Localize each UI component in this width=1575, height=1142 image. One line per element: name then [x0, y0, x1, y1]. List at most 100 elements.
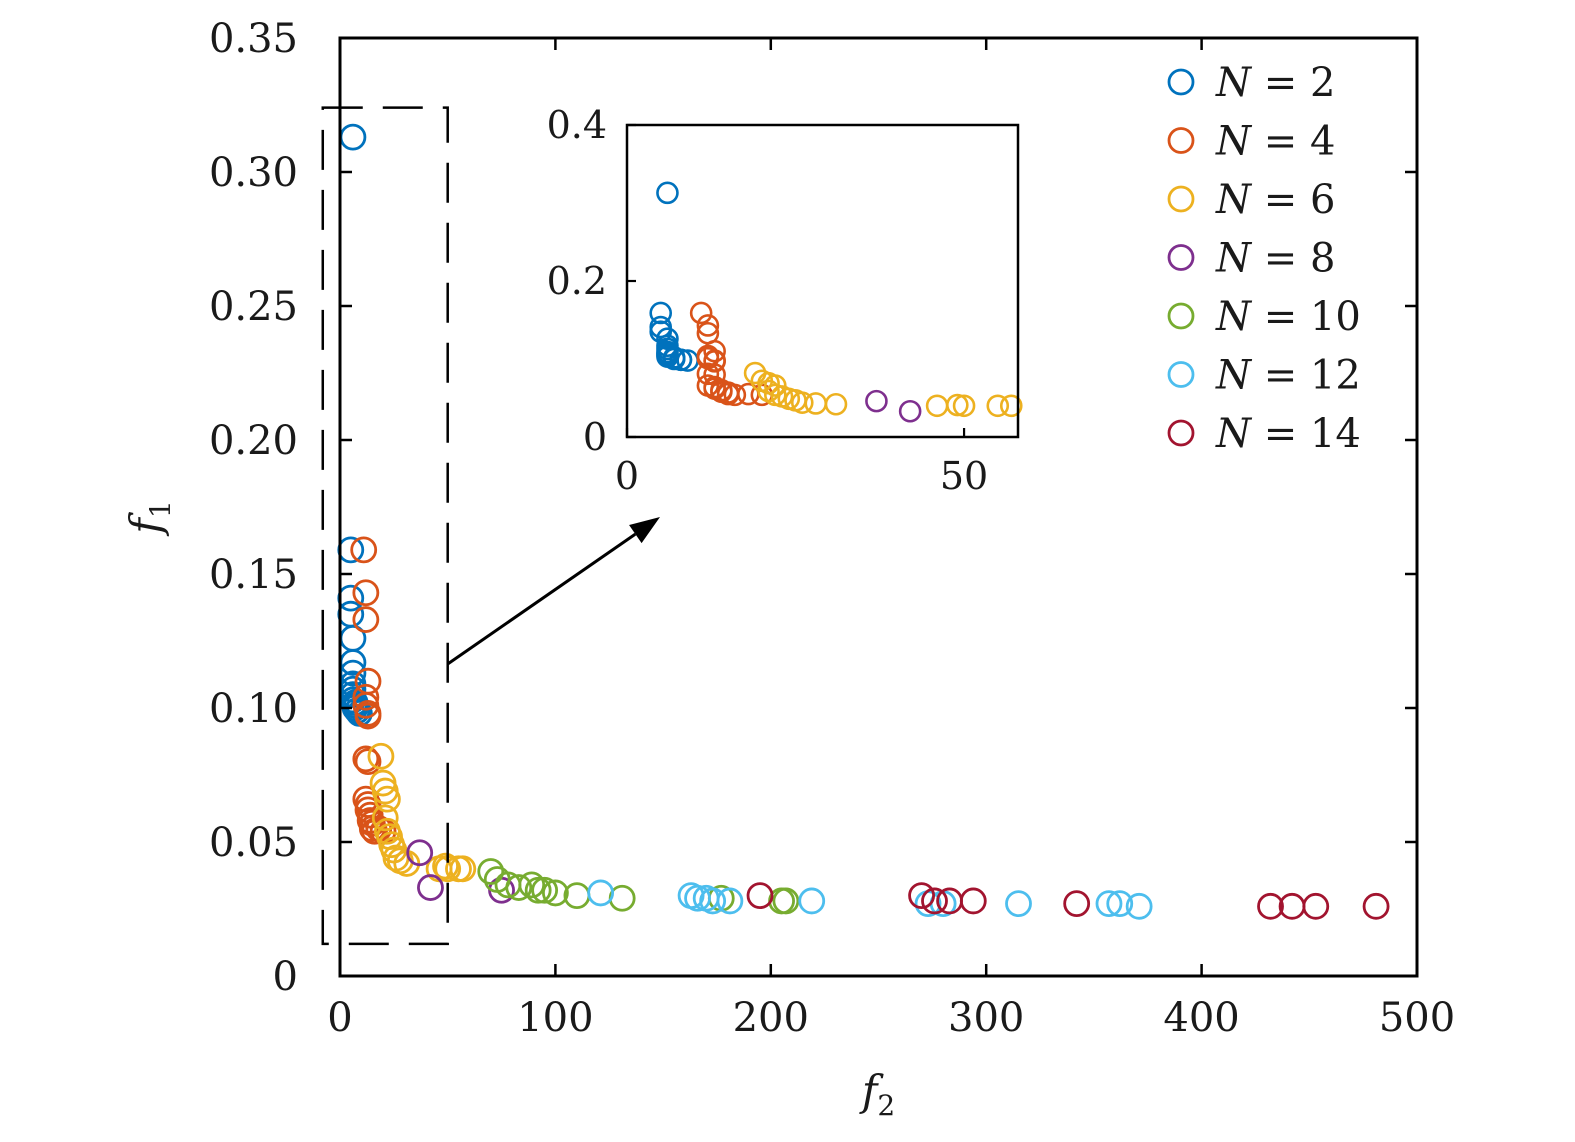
data-point: [367, 742, 395, 770]
inset-x-tick-label: 0: [615, 454, 639, 498]
inset-y-tick-label: 0.4: [547, 103, 607, 147]
inset-data-point: [824, 392, 848, 416]
legend-label: N = 8: [1215, 236, 1335, 282]
x-tick-label: 0: [327, 995, 352, 1041]
legend-label: N = 6: [1215, 177, 1335, 223]
inset-data-point: [656, 181, 679, 205]
y-tick-label: 0.10: [209, 686, 298, 732]
inset-background: [627, 125, 1018, 437]
data-point: [406, 839, 434, 867]
main-axis-ticks: 0 100 200 300 400 50000.050.100.150.200.250.3…: [209, 16, 1455, 1041]
legend-label: N = 10: [1215, 294, 1361, 340]
x-tick-label: 200: [733, 995, 809, 1041]
legend-label: N = 4: [1215, 119, 1335, 165]
inset-data-point: [764, 374, 787, 397]
main-plot-frame: [338, 36, 1419, 978]
data-point: [417, 874, 444, 901]
inset-data-point: [999, 394, 1023, 418]
data-point: [432, 852, 459, 880]
inset-data-point: [689, 301, 713, 325]
y-tick-label: 0.20: [209, 418, 298, 464]
data-point: [352, 606, 380, 633]
data-point: [1005, 890, 1032, 918]
inset-x-tick-label: 50: [940, 454, 988, 498]
legend-marker: [1167, 361, 1195, 388]
y-tick-label: 0.05: [209, 820, 298, 866]
data-point: [959, 887, 987, 915]
legend-marker: [1167, 127, 1195, 154]
data-point: [684, 884, 711, 912]
data-point: [587, 879, 615, 907]
inset-data-point: [790, 391, 814, 414]
data-point: [350, 536, 378, 564]
data-point: [1106, 890, 1134, 918]
data-point: [746, 882, 774, 909]
inset-plot: 0 50 0 0.2 0.4: [547, 103, 1023, 498]
data-point: [373, 785, 401, 813]
inset-axis-ticks: 0 50 0 0.2 0.4: [547, 103, 989, 498]
y-axis-title: f1: [121, 500, 177, 536]
legend-label: N = 14: [1215, 411, 1361, 457]
data-point: [716, 887, 744, 915]
data-point: [524, 876, 552, 904]
data-point: [772, 887, 800, 915]
inset-data-point: [986, 394, 1010, 418]
x-tick-label: 300: [948, 995, 1024, 1041]
inset-data-point: [703, 350, 726, 373]
x-tick-label: 400: [1163, 995, 1239, 1041]
legend-marker: [1167, 419, 1195, 447]
inset-y-tick-label: 0.2: [547, 259, 607, 303]
inset-data-point: [946, 393, 969, 417]
data-point: [449, 855, 477, 883]
x-axis-title: f2: [859, 1066, 895, 1122]
inset-data-point: [669, 348, 693, 372]
y-tick-label: 0.35: [209, 16, 298, 62]
main-plot-markers: [337, 123, 1390, 920]
data-point: [921, 887, 948, 915]
x-tick-label: 100: [517, 995, 593, 1041]
data-point: [354, 702, 382, 730]
inset-data-point: [703, 339, 726, 363]
inset-data-point: [865, 389, 888, 413]
y-tick-label: 0: [273, 954, 298, 1000]
data-point: [371, 804, 399, 832]
data-point: [1257, 892, 1284, 920]
data-point: [518, 871, 546, 899]
inset-data-point: [696, 362, 720, 386]
zoom-arrow: [446, 532, 637, 666]
inset-data-point: [696, 314, 720, 337]
data-point: [542, 879, 569, 907]
legend: N = 2 N = 4 N = 6 N = 8 N = 10 N = 12 N = 14: [1167, 60, 1361, 457]
y-tick-label: 0.30: [209, 150, 298, 196]
data-point: [608, 884, 636, 912]
data-point: [505, 874, 533, 901]
data-point: [354, 748, 382, 775]
legend-label: N = 2: [1215, 60, 1335, 106]
data-point: [337, 600, 365, 628]
data-point: [908, 882, 935, 909]
data-point: [1125, 892, 1153, 920]
data-point: [699, 887, 727, 915]
data-point: [339, 123, 367, 151]
legend-marker: [1167, 68, 1195, 96]
data-point: [352, 579, 380, 607]
data-point: [1063, 890, 1091, 918]
data-point: [531, 876, 559, 904]
data-point: [798, 887, 826, 915]
legend-label: N = 12: [1215, 353, 1361, 399]
y-tick-label: 0.25: [209, 284, 298, 330]
data-point: [563, 882, 591, 909]
data-point: [1302, 892, 1330, 920]
inset-data-point: [898, 399, 922, 423]
inset-data-point: [662, 347, 686, 371]
data-point: [352, 683, 380, 711]
inset-data-point: [723, 383, 747, 407]
inset-plot-markers: [649, 181, 1023, 423]
data-point: [352, 745, 380, 773]
x-tick-label: 500: [1379, 995, 1455, 1041]
zoom-arrow-head: [629, 517, 660, 544]
legend-marker: [1167, 244, 1195, 271]
data-point: [1095, 890, 1123, 918]
inset-data-point: [952, 394, 976, 418]
